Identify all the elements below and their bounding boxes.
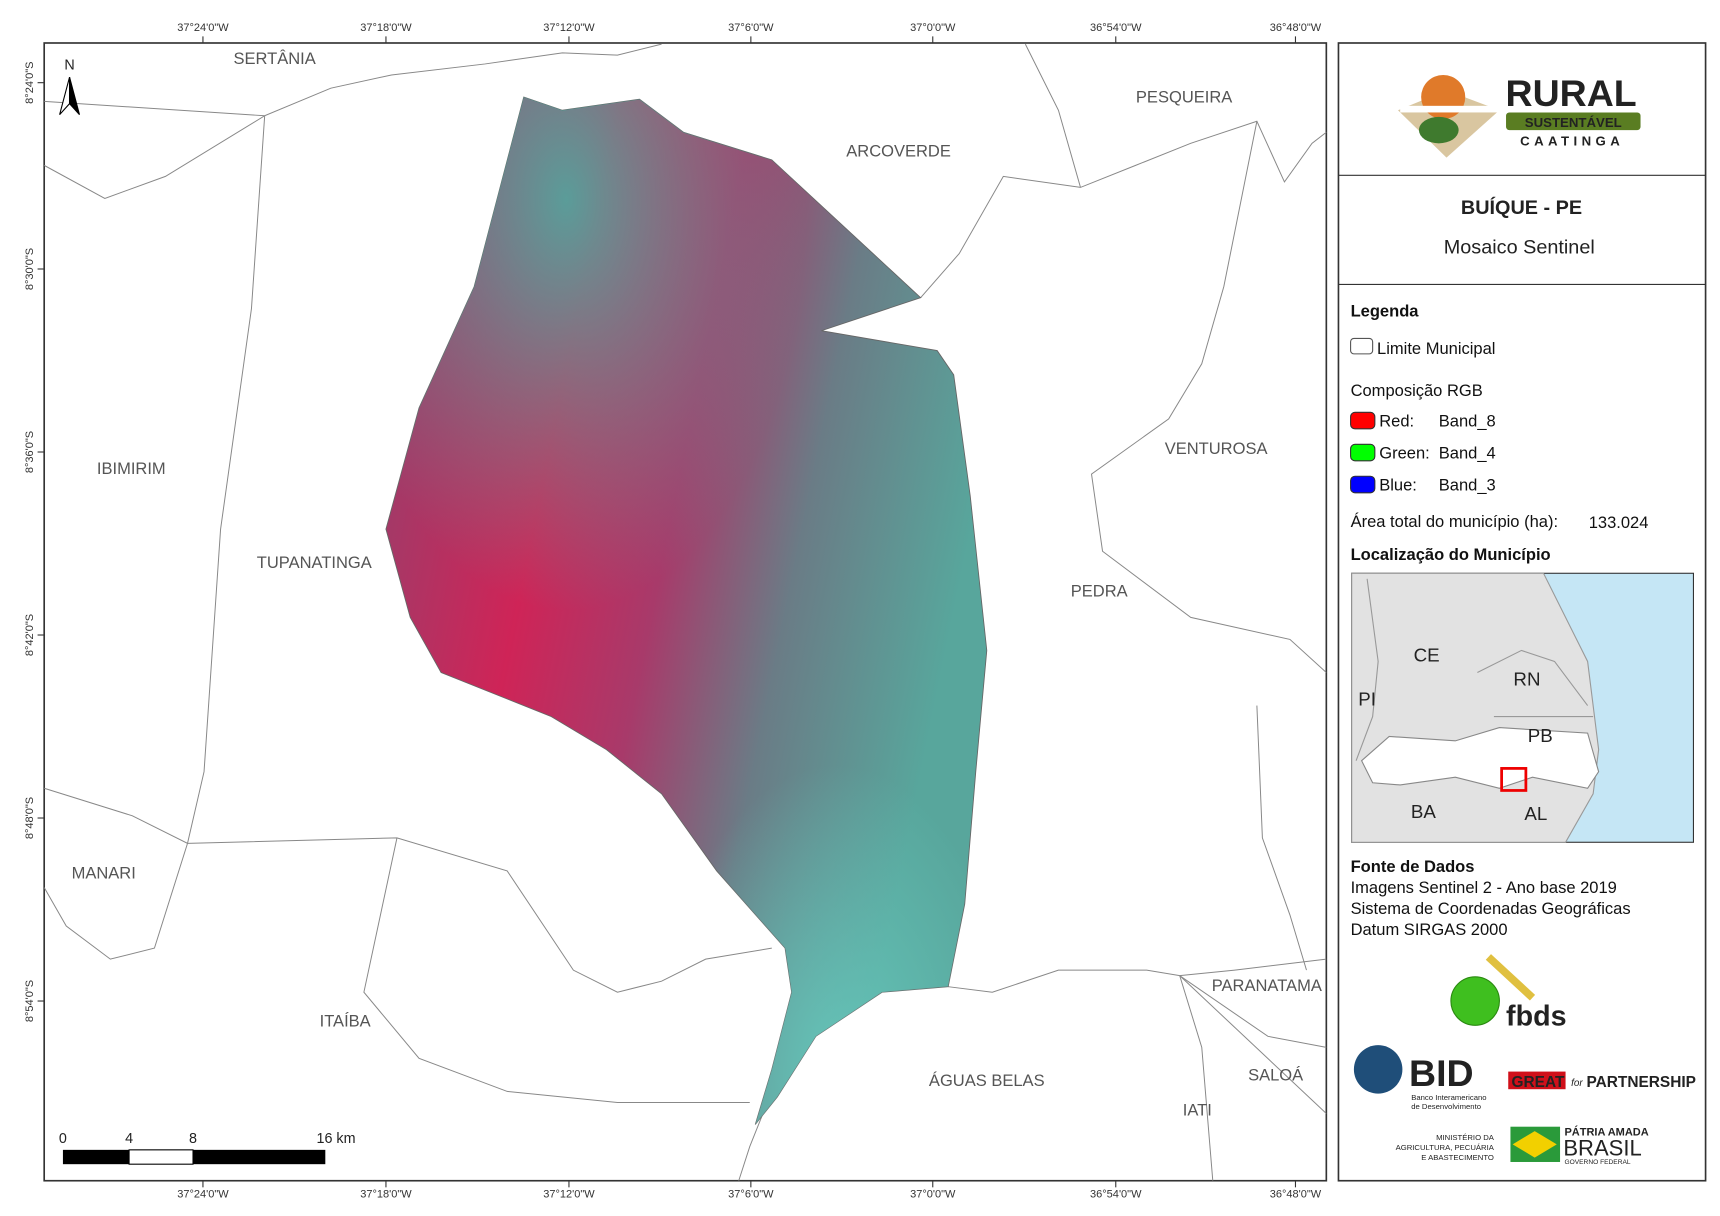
scale-label: 4 xyxy=(125,1131,133,1147)
place-label: ITAÍBA xyxy=(320,1011,371,1030)
bottom-coordinate: 37°18'0"W xyxy=(360,1188,412,1200)
bottom-coordinate: 37°24'0"W xyxy=(177,1188,229,1200)
bottom-coordinate: 36°48'0"W xyxy=(1270,1188,1322,1200)
source-line: Imagens Sentinel 2 - Ano base 2019 xyxy=(1351,878,1617,897)
great-for: for xyxy=(1571,1078,1583,1089)
left-coordinate: 8°36'0"S xyxy=(24,431,36,473)
band-swatch xyxy=(1350,411,1376,430)
place-label: VENTUROSA xyxy=(1165,439,1268,458)
location-inset xyxy=(1351,572,1695,843)
top-coordinate: 37°6'0"W xyxy=(728,22,774,34)
logo-band: SUSTENTÁVEL xyxy=(1525,115,1622,130)
state-labels: CE RN PI PB BA AL xyxy=(1358,644,1552,824)
state-label: RN xyxy=(1513,669,1540,690)
bottom-coordinate: 36°54'0"W xyxy=(1090,1188,1142,1200)
place-label: TUPANATINGA xyxy=(257,553,372,572)
source-line: Sistema de Coordenadas Geográficas xyxy=(1351,899,1631,918)
logo: RURAL SUSTENTÁVEL CAATINGA xyxy=(1397,72,1641,158)
great-logo: GREAT xyxy=(1512,1074,1565,1091)
place-label: PEDRA xyxy=(1071,581,1128,600)
band-name: Band_4 xyxy=(1439,444,1496,463)
legend-heading: Legenda xyxy=(1351,301,1420,320)
brasil: BRASIL xyxy=(1563,1135,1641,1160)
brasil-sub: GOVERNO FEDERAL xyxy=(1564,1159,1630,1166)
left-coordinate: 8°24'0"S xyxy=(24,62,36,104)
band-channel: Green: xyxy=(1379,444,1430,463)
place-label: PARANATAMA xyxy=(1212,976,1322,995)
bid-sub: Banco Interamericano xyxy=(1411,1093,1486,1102)
top-coordinate: 36°54'0"W xyxy=(1090,22,1142,34)
band-legend: Red: Band_8 Green: Band_4 Blue: Band_3 xyxy=(1350,411,1496,495)
legend-item: Limite Municipal xyxy=(1377,339,1495,358)
boundaries xyxy=(44,43,1327,1181)
top-coordinate: 37°24'0"W xyxy=(177,22,229,34)
band-channel: Blue: xyxy=(1379,476,1417,495)
fbds-logo: fbds xyxy=(1506,1000,1567,1032)
top-coordinate: 36°48'0"W xyxy=(1270,22,1322,34)
place-label: PESQUEIRA xyxy=(1136,88,1232,107)
ministry: MINISTÉRIO DA xyxy=(1436,1133,1495,1142)
scale-label: 16 km xyxy=(316,1131,355,1147)
scale-bar: 0 4 8 16 km xyxy=(59,1131,356,1165)
left-coordinate: 8°48'0"S xyxy=(24,797,36,839)
area-value: 133.024 xyxy=(1589,513,1649,532)
left-coordinate: 8°42'0"S xyxy=(24,614,36,656)
ministry: E ABASTECIMENTO xyxy=(1421,1153,1494,1162)
partner-logos: fbds BID Banco Interamericano de Desenvo… xyxy=(1353,954,1696,1166)
top-coordinate: 37°18'0"W xyxy=(360,22,412,34)
band-channel: Red: xyxy=(1379,412,1414,431)
state-label: PI xyxy=(1358,689,1376,710)
place-label: IATI xyxy=(1183,1101,1212,1120)
place-label: SERTÂNIA xyxy=(233,49,315,68)
left-coordinate: 8°30'0"S xyxy=(24,248,36,290)
state-label: BA xyxy=(1411,801,1436,822)
band-name: Band_8 xyxy=(1439,412,1496,431)
boundary-swatch xyxy=(1350,337,1374,355)
great-partnership: PARTNERSHIP xyxy=(1587,1074,1696,1091)
top-coordinate: 37°12'0"W xyxy=(543,22,595,34)
state-label: PB xyxy=(1528,725,1553,746)
place-labels: SERTÂNIA PESQUEIRA ARCOVERDE IBIMIRIM VENTUR… xyxy=(72,49,1322,1120)
place-label: MANARI xyxy=(72,864,136,883)
bid-logo: BID xyxy=(1409,1052,1474,1094)
top-coordinate: 37°0'0"W xyxy=(910,22,956,34)
panel-subtitle: Mosaico Sentinel xyxy=(1444,237,1595,259)
coordinate-labels: 37°24'0"W 37°18'0"W 37°12'0"W 37°6'0"W 37°0'… xyxy=(24,22,1322,1200)
place-label: IBIMIRIM xyxy=(97,459,166,478)
logo-title: RURAL xyxy=(1506,72,1637,114)
brasil-top: PÁTRIA AMADA xyxy=(1564,1126,1648,1139)
legend-item: Composição RGB xyxy=(1351,381,1483,400)
place-label: ARCOVERDE xyxy=(846,142,951,161)
band-swatch xyxy=(1350,475,1376,494)
place-label: SALOÁ xyxy=(1248,1065,1303,1084)
north-label: N xyxy=(64,57,74,73)
bottom-coordinate: 37°6'0"W xyxy=(728,1188,774,1200)
scale-label: 8 xyxy=(189,1131,197,1147)
bottom-coordinate: 37°0'0"W xyxy=(910,1188,956,1200)
band-swatch xyxy=(1350,443,1376,462)
place-label: ÁGUAS BELAS xyxy=(929,1071,1045,1090)
state-label: AL xyxy=(1524,803,1547,824)
location-heading: Localização do Município xyxy=(1351,545,1551,564)
sources-heading: Fonte de Dados xyxy=(1351,857,1475,876)
band-name: Band_3 xyxy=(1439,476,1496,495)
panel-title: BUÍQUE - PE xyxy=(1461,196,1582,219)
state-label: CE xyxy=(1414,644,1440,665)
source-line: Datum SIRGAS 2000 xyxy=(1351,920,1508,939)
ministry: AGRICULTURA, PECUÁRIA xyxy=(1396,1143,1495,1152)
bid-sub: de Desenvolvimento xyxy=(1411,1102,1481,1111)
logo-subtitle: CAATINGA xyxy=(1520,134,1624,149)
bottom-coordinate: 37°12'0"W xyxy=(543,1188,595,1200)
north-arrow: N xyxy=(59,57,80,116)
scale-label: 0 xyxy=(59,1131,67,1147)
left-coordinate: 8°54'0"S xyxy=(24,980,36,1022)
area-label: Área total do município (ha): xyxy=(1351,512,1558,531)
